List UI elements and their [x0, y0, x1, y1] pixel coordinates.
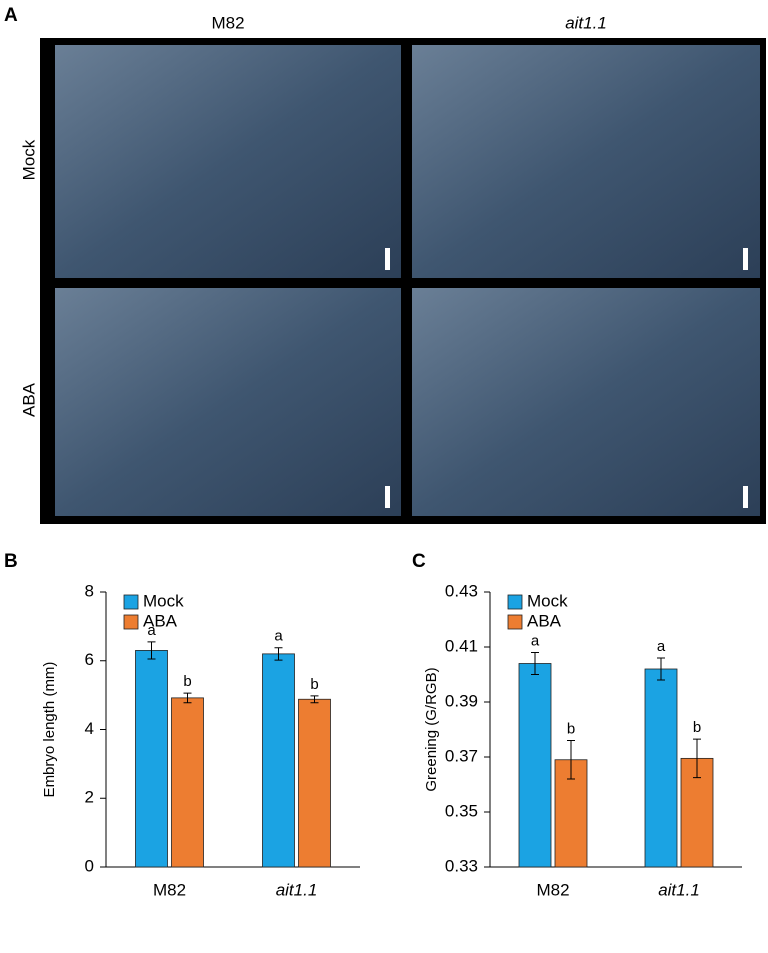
photo — [412, 288, 760, 516]
y-tick-label: 4 — [85, 719, 94, 738]
x-tick-label: M82 — [536, 880, 569, 899]
y-tick-label: 0.37 — [445, 746, 478, 765]
column-label: M82 — [211, 13, 244, 32]
significance-letter: a — [657, 638, 666, 655]
legend-swatch — [123, 594, 139, 610]
row-label: Mock — [19, 139, 38, 180]
error-bar — [310, 695, 319, 704]
row-label: ABA — [19, 382, 38, 417]
scale-bar — [385, 248, 390, 270]
legend-label: ABA — [143, 611, 178, 630]
bar — [518, 663, 552, 868]
legend-label: Mock — [143, 591, 184, 610]
legend-swatch — [123, 614, 139, 630]
bar — [262, 653, 295, 868]
photo — [55, 45, 401, 278]
y-tick-label: 6 — [85, 650, 94, 669]
y-tick-label: 0.33 — [445, 856, 478, 875]
significance-letter: b — [693, 719, 701, 736]
significance-letter: b — [567, 720, 575, 737]
photo — [412, 45, 760, 278]
bar — [171, 697, 204, 868]
error-bar — [531, 652, 539, 675]
panel-label: B — [4, 551, 18, 572]
x-tick-label: ait1.1 — [658, 880, 700, 899]
significance-letter: b — [310, 676, 318, 693]
legend-label: ABA — [527, 611, 562, 630]
y-tick-label: 0 — [85, 856, 94, 875]
scale-bar — [385, 486, 390, 508]
significance-letter: a — [147, 622, 156, 639]
error-bar — [567, 740, 575, 780]
legend-swatch — [507, 614, 523, 630]
bar — [298, 698, 331, 868]
x-tick-label: ait1.1 — [276, 880, 318, 899]
y-axis-label: Greening (G/RGB) — [423, 667, 440, 791]
significance-letter: a — [274, 628, 283, 645]
photo — [55, 288, 401, 516]
y-tick-label: 0.43 — [445, 581, 478, 600]
y-tick-label: 0.41 — [445, 636, 478, 655]
y-tick-label: 8 — [85, 581, 94, 600]
error-bar — [183, 692, 192, 704]
y-tick-label: 0.39 — [445, 691, 478, 710]
error-bar — [693, 738, 701, 779]
significance-letter: a — [531, 632, 540, 649]
y-axis-label: Embryo length (mm) — [41, 662, 58, 798]
legend-swatch — [507, 594, 523, 610]
bar — [644, 668, 678, 868]
scale-bar — [743, 248, 748, 270]
y-tick-label: 2 — [85, 788, 94, 807]
error-bar — [657, 657, 665, 681]
error-bar — [274, 647, 283, 661]
bar — [135, 650, 168, 868]
panel-label: A — [4, 5, 18, 26]
significance-letter: b — [183, 673, 191, 690]
error-bar — [147, 641, 156, 660]
column-label: ait1.1 — [565, 13, 607, 32]
panel-label: C — [412, 551, 426, 572]
x-tick-label: M82 — [153, 880, 186, 899]
scale-bar — [743, 486, 748, 508]
legend-label: Mock — [527, 591, 568, 610]
y-tick-label: 0.35 — [445, 801, 478, 820]
